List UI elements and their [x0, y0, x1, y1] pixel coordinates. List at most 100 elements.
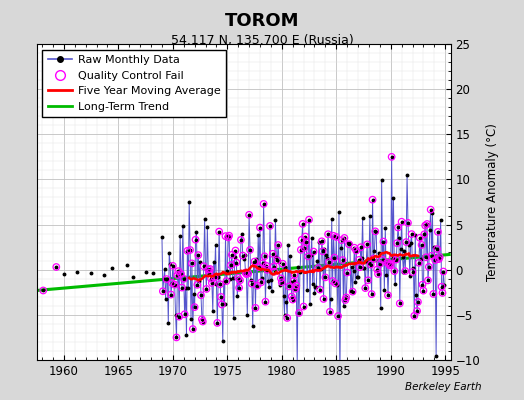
Point — [374, 271, 382, 277]
Point — [207, 276, 215, 282]
Point — [385, 261, 393, 267]
Point — [304, 253, 312, 260]
Point — [202, 286, 211, 292]
Point — [396, 300, 404, 307]
Point — [208, 280, 216, 286]
Point — [290, 272, 299, 278]
Point — [225, 232, 233, 239]
Point — [387, 154, 396, 160]
Point — [289, 296, 297, 303]
Point — [378, 257, 387, 263]
Point — [232, 259, 241, 266]
Point — [431, 257, 440, 263]
Point — [245, 212, 253, 218]
Point — [242, 271, 250, 277]
Point — [252, 305, 260, 311]
Point — [188, 260, 196, 267]
Point — [236, 277, 244, 284]
Point — [414, 260, 423, 266]
Point — [433, 246, 441, 252]
Point — [419, 288, 428, 294]
Point — [337, 237, 346, 243]
Point — [215, 228, 223, 235]
Point — [168, 280, 176, 286]
Point — [356, 264, 364, 270]
Point — [367, 261, 375, 268]
Point — [194, 252, 202, 258]
Point — [423, 221, 431, 227]
Point — [180, 311, 189, 318]
Point — [416, 235, 424, 241]
Point — [262, 263, 270, 269]
Point — [363, 241, 372, 248]
Point — [211, 274, 219, 280]
Point — [216, 281, 224, 287]
Point — [39, 287, 47, 294]
Point — [352, 247, 361, 254]
Point — [244, 270, 253, 277]
Point — [424, 264, 433, 270]
Point — [367, 291, 376, 297]
Point — [269, 263, 278, 270]
Point — [204, 266, 212, 273]
Point — [427, 206, 435, 213]
Point — [361, 285, 369, 291]
Point — [318, 238, 326, 244]
Legend: Raw Monthly Data, Quality Control Fail, Five Year Moving Average, Long-Term Tren: Raw Monthly Data, Quality Control Fail, … — [42, 50, 226, 117]
Point — [261, 298, 270, 305]
Point — [259, 201, 268, 207]
Point — [167, 291, 175, 298]
Point — [319, 296, 328, 302]
Point — [413, 308, 421, 314]
Point — [368, 196, 377, 203]
Point — [217, 294, 225, 300]
Point — [402, 239, 410, 245]
Point — [200, 263, 208, 270]
Text: TOROM: TOROM — [225, 12, 299, 30]
Point — [217, 301, 226, 308]
Point — [278, 260, 287, 267]
Point — [253, 282, 261, 289]
Point — [392, 256, 400, 263]
Point — [190, 304, 199, 310]
Point — [421, 222, 429, 229]
Point — [364, 277, 372, 284]
Point — [278, 279, 286, 286]
Point — [348, 288, 357, 295]
Point — [291, 286, 300, 292]
Point — [206, 266, 214, 272]
Point — [418, 282, 427, 288]
Point — [332, 234, 341, 240]
Point — [186, 247, 194, 253]
Point — [52, 264, 60, 270]
Point — [283, 315, 291, 321]
Point — [383, 260, 391, 266]
Text: Berkeley Earth: Berkeley Earth — [406, 382, 482, 392]
Point — [324, 231, 332, 238]
Point — [379, 238, 388, 245]
Point — [301, 233, 310, 240]
Point — [390, 268, 399, 274]
Point — [231, 247, 239, 254]
Y-axis label: Temperature Anomaly (°C): Temperature Anomaly (°C) — [486, 123, 499, 281]
Point — [343, 269, 351, 276]
Point — [274, 242, 282, 248]
Point — [414, 299, 422, 305]
Point — [199, 318, 207, 325]
Point — [397, 218, 406, 225]
Point — [277, 275, 285, 282]
Point — [325, 259, 333, 265]
Point — [408, 269, 417, 275]
Point — [299, 303, 308, 310]
Point — [256, 224, 264, 231]
Point — [258, 260, 267, 266]
Point — [334, 313, 342, 319]
Point — [404, 220, 412, 226]
Point — [175, 314, 183, 320]
Point — [422, 254, 430, 260]
Point — [227, 262, 235, 268]
Point — [410, 313, 419, 319]
Point — [205, 270, 213, 276]
Point — [298, 236, 306, 243]
Point — [198, 316, 206, 322]
